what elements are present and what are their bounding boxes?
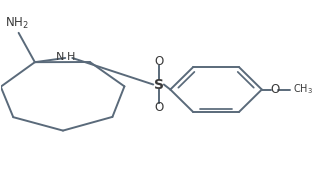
Text: O: O (154, 101, 163, 114)
Text: S: S (154, 78, 164, 91)
Text: NH$_2$: NH$_2$ (5, 16, 29, 31)
Text: O: O (154, 55, 163, 68)
Text: CH$_3$: CH$_3$ (293, 83, 313, 96)
Text: H: H (67, 52, 76, 63)
Text: N: N (56, 52, 64, 63)
Text: O: O (270, 83, 279, 96)
